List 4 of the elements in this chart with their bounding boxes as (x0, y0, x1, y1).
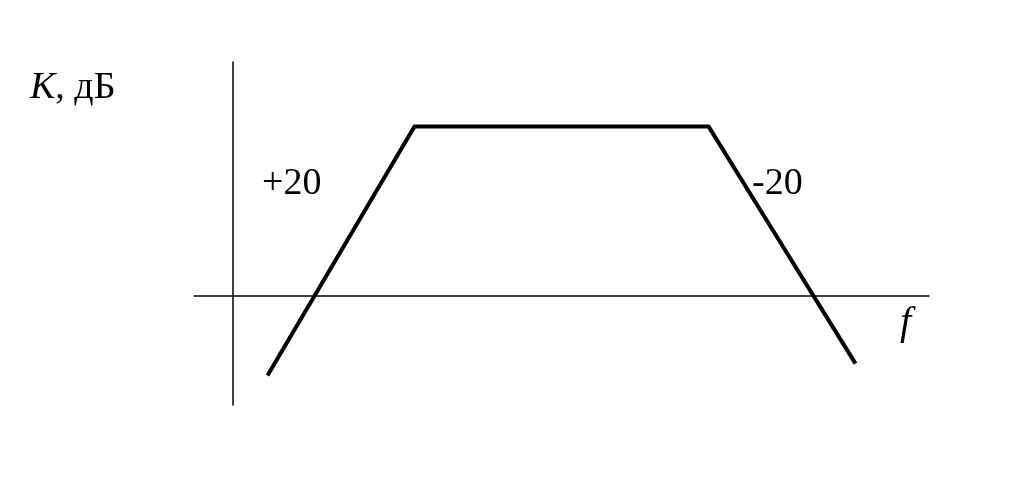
annotation: +20 (262, 160, 322, 202)
x-axis-title: f (900, 297, 916, 343)
y-axis-title: K, дБ (29, 64, 116, 106)
annotation: -20 (752, 160, 803, 202)
